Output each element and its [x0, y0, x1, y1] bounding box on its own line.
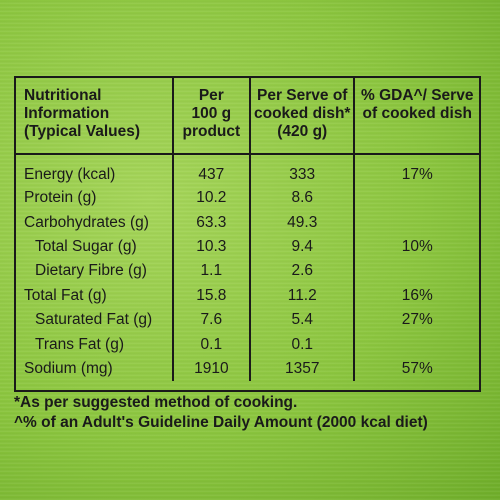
per-serve-value: 333: [250, 154, 356, 186]
per-100g-value: 63.3: [172, 210, 252, 235]
per-100g-value: 10.2: [172, 186, 252, 211]
nutrient-name: Saturated Fat (g): [16, 307, 174, 333]
gda-value: 17%: [401, 165, 433, 183]
nutrition-table: Nutritional Information (Typical Values)…: [16, 78, 479, 382]
header-gda-line: of cooked dish: [362, 105, 472, 122]
nutrient-name: Protein (g): [16, 186, 174, 211]
per-100g-value: 437: [172, 154, 252, 186]
header-gda: % GDA^/ Serve of cooked dish: [354, 78, 479, 155]
table-row: Sodium (mg) 1910 1357 57%: [16, 356, 479, 382]
per-serve-value: 11.2: [250, 283, 356, 308]
nutrient-name: Carbohydrates (g): [16, 210, 174, 235]
gda-value: [354, 186, 479, 210]
table-row: Trans Fat (g) 0.1 0.1: [16, 332, 479, 357]
per-100g-value: 15.8: [172, 283, 252, 308]
gda-value: 57%: [401, 359, 433, 377]
nutrient-name: Sodium (mg): [16, 356, 174, 382]
per-100g-value: 1.1: [172, 259, 252, 284]
table-row: Saturated Fat (g) 7.6 5.4 27%: [16, 307, 479, 333]
table-header-row: Nutritional Information (Typical Values)…: [16, 78, 479, 155]
per-serve-value: 9.4: [250, 234, 356, 260]
gda-value: 16%: [401, 286, 433, 304]
table-row: Carbohydrates (g) 63.3 49.3: [16, 210, 479, 235]
header-per-100g-line: Per: [198, 87, 224, 104]
footnotes: *As per suggested method of cooking. ^% …: [14, 393, 428, 433]
gda-value: [354, 210, 479, 234]
footnote-cooking: *As per suggested method of cooking.: [14, 394, 298, 411]
header-per-100g-line: 100 g: [191, 105, 232, 122]
header-nutrient-line: Information: [24, 105, 110, 122]
nutrient-name: Total Fat (g): [16, 283, 174, 308]
per-serve-value: 2.6: [250, 259, 356, 284]
per-serve-value: 8.6: [250, 186, 356, 211]
header-per-serve-line: Per Serve of: [257, 87, 348, 104]
header-per-serve-line: (420 g): [277, 123, 328, 140]
nutrient-name: Trans Fat (g): [16, 332, 174, 357]
table-row: Total Fat (g) 15.8 11.2 16%: [16, 283, 479, 308]
nutrient-name: Energy (kcal): [16, 154, 174, 186]
table-row: Energy (kcal) 437 333 17%: [16, 154, 479, 186]
table-row: Total Sugar (g) 10.3 9.4 10%: [16, 234, 479, 260]
nutrition-table-panel: Nutritional Information (Typical Values)…: [14, 76, 481, 392]
gda-value: [354, 332, 479, 356]
table-body: Energy (kcal) 437 333 17% Protein (g) 10…: [16, 154, 479, 382]
per-serve-value: 5.4: [250, 307, 356, 333]
table-row: Protein (g) 10.2 8.6: [16, 186, 479, 211]
table-row: Dietary Fibre (g) 1.1 2.6: [16, 259, 479, 284]
header-per-100g-line: product: [182, 123, 241, 140]
per-serve-value: 1357: [250, 356, 356, 382]
header-per-100g: Per 100 g product: [172, 78, 252, 155]
per-100g-value: 0.1: [172, 332, 252, 357]
per-serve-value: 49.3: [250, 210, 356, 235]
per-100g-value: 7.6: [172, 307, 252, 333]
nutrient-name: Total Sugar (g): [16, 234, 174, 260]
gda-value: 10%: [401, 237, 433, 255]
per-serve-value: 0.1: [250, 332, 356, 357]
nutrient-name: Dietary Fibre (g): [16, 259, 174, 284]
header-nutrient-line: (Typical Values): [24, 123, 141, 140]
header-nutrient: Nutritional Information (Typical Values): [16, 78, 174, 155]
per-100g-value: 1910: [172, 356, 252, 382]
header-per-serve-line: cooked dish*: [254, 105, 351, 122]
header-per-serve: Per Serve of cooked dish* (420 g): [250, 78, 356, 155]
footnote-gda: ^% of an Adult's Guideline Daily Amount …: [14, 414, 428, 431]
header-nutrient-line: Nutritional: [24, 87, 102, 104]
gda-value: 27%: [401, 311, 433, 329]
gda-value: [354, 259, 479, 283]
per-100g-value: 10.3: [172, 234, 252, 260]
header-gda-line: % GDA^/ Serve: [361, 87, 474, 104]
